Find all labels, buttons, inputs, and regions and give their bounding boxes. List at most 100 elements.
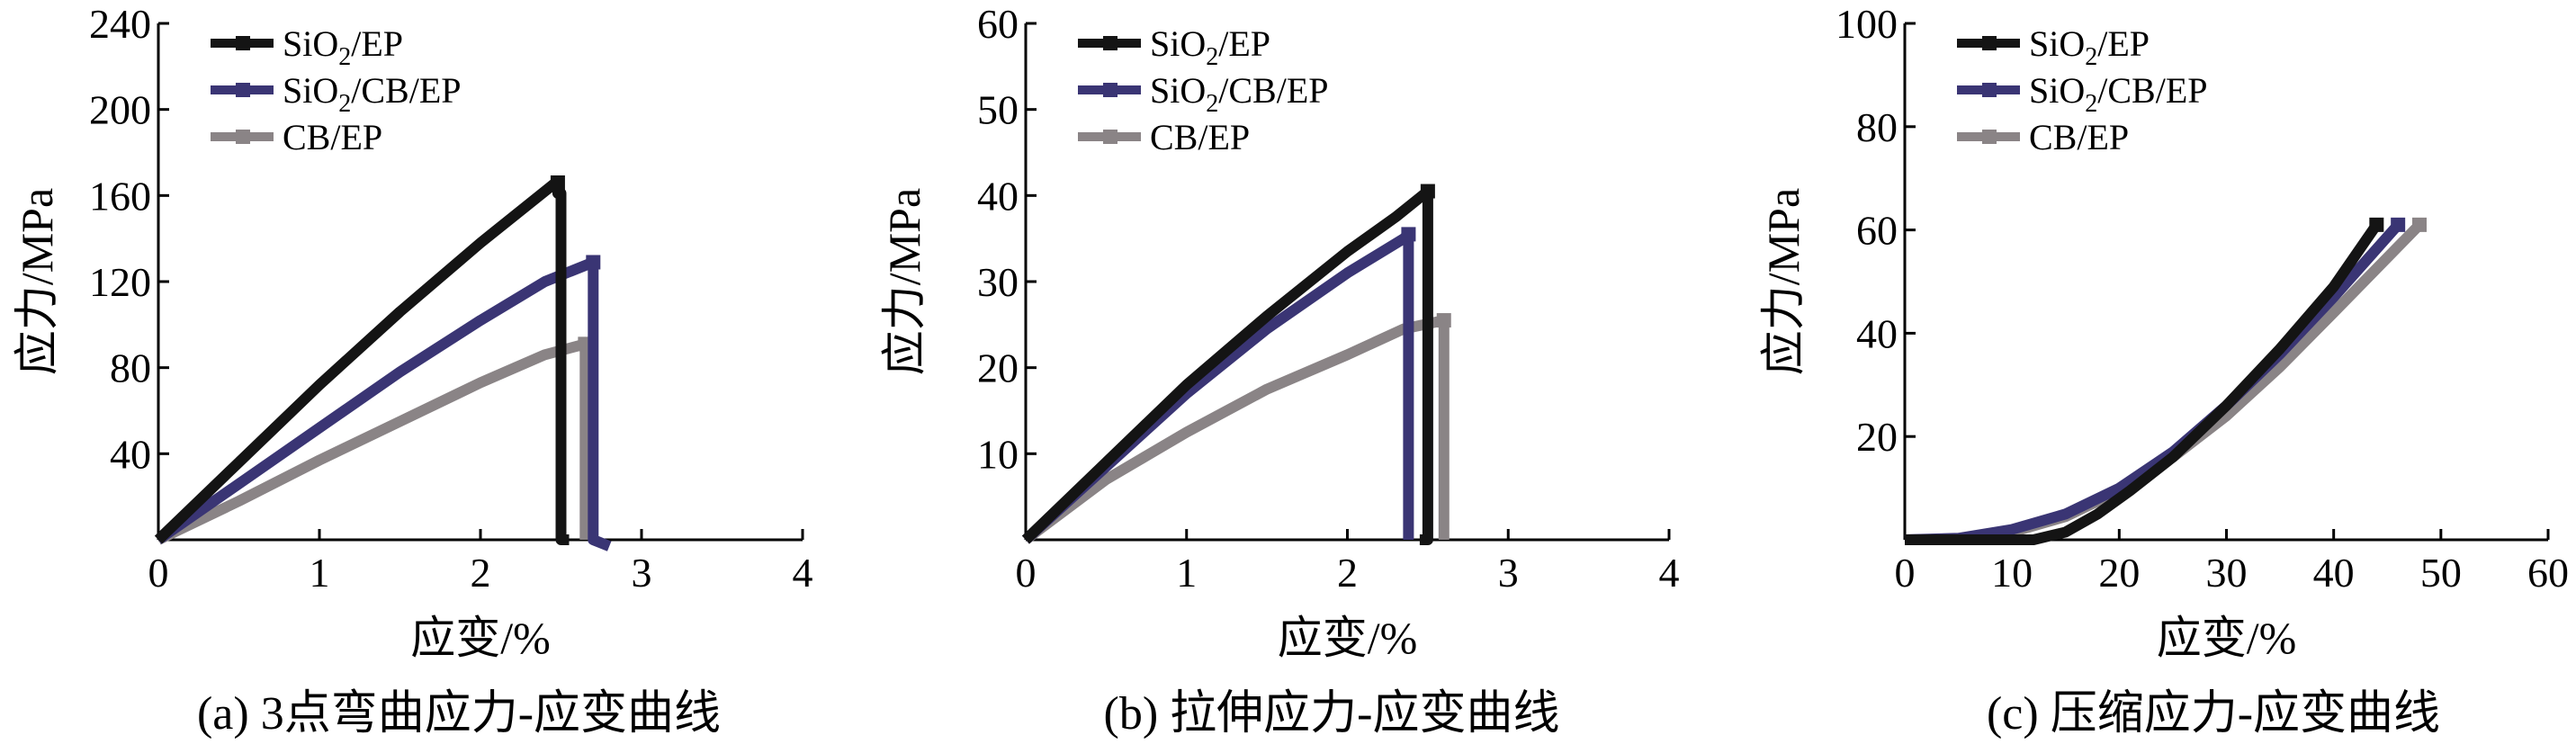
legend-entry: CB/EP — [2029, 117, 2129, 157]
legend-entry: SiO2/CB/EP — [2029, 70, 2208, 118]
series-line-sio2-ep — [1021, 185, 1433, 545]
chart-panel-3: 0 10 20 30 40 50 60 20 40 60 80 100 应变/% 应力/MPa SiO2/E… — [1758, 1, 2569, 740]
legend-text-rest: /CB/EP — [2097, 70, 2207, 111]
panel-caption: (b) 拉伸应力-应变曲线 — [1104, 688, 1560, 740]
y-tick-label: 10 — [977, 431, 1019, 477]
legend-marker — [236, 83, 250, 97]
x-tick-label: 1 — [310, 550, 330, 596]
y-tick-label: 120 — [89, 259, 151, 305]
x-axis-label: 应变/% — [1278, 613, 1418, 663]
series-end-marker — [586, 255, 601, 270]
legend-text-base: SiO — [2029, 70, 2085, 111]
y-tick-label: 80 — [110, 345, 151, 391]
legend-text-subscript: 2 — [1206, 90, 1218, 118]
legend-text-rest: /EP — [351, 23, 403, 64]
x-tick-label: 60 — [2527, 550, 2569, 596]
legend-marker — [1103, 130, 1117, 144]
legend-marker — [236, 130, 250, 144]
x-axis-label: 应变/% — [410, 613, 551, 663]
legend-marker — [1982, 130, 1997, 144]
legend-text-base: SiO — [1150, 70, 1206, 111]
series-line-sio2-cb-ep — [1904, 220, 2402, 545]
legend-entry: CB/EP — [1150, 117, 1250, 157]
legend-text-subscript: 2 — [1206, 43, 1218, 71]
legend-text-subscript: 2 — [338, 43, 351, 71]
series-end-marker — [2391, 217, 2406, 232]
legend-text-base: SiO — [2029, 23, 2085, 64]
series-end-marker — [550, 175, 565, 190]
y-axis-label: 应力/MPa — [12, 188, 62, 375]
x-tick-label: 4 — [1659, 550, 1680, 596]
legend-text-rest: /EP — [1218, 23, 1270, 64]
x-tick-label: 1 — [1176, 550, 1197, 596]
panel-caption: (a) 3点弯曲应力-应变曲线 — [197, 687, 721, 740]
y-axis-label: 应力/MPa — [879, 188, 929, 375]
legend-entry: SiO2/CB/EP — [283, 70, 462, 118]
y-tick-label: 30 — [977, 259, 1019, 305]
x-tick-label: 20 — [2098, 550, 2140, 596]
legend-text-base: CB/EP — [283, 117, 382, 157]
legend-entry: SiO2/EP — [1150, 23, 1270, 71]
y-tick-label: 60 — [1856, 208, 1898, 254]
x-tick-label: 2 — [1337, 550, 1358, 596]
series-end-marker — [1401, 227, 1416, 242]
y-tick-label: 60 — [977, 1, 1019, 47]
x-axis-label: 应变/% — [2157, 613, 2297, 663]
legend-text-rest: /CB/EP — [1218, 70, 1328, 111]
y-tick-label: 40 — [110, 431, 151, 477]
y-tick-label: 100 — [1836, 1, 1898, 47]
series-line-cb-ep — [156, 338, 591, 545]
legend-marker — [1982, 36, 1997, 50]
x-tick-label: 4 — [793, 550, 813, 596]
legend-entry: SiO2/EP — [283, 23, 403, 71]
x-tick-label: 3 — [632, 550, 652, 596]
series-end-marker — [1420, 184, 1435, 199]
legend-text-rest: /CB/EP — [351, 70, 461, 111]
legend-marker — [1103, 36, 1117, 50]
legend-text-subscript: 2 — [338, 90, 351, 118]
series-line-sio2-ep — [154, 177, 570, 545]
legend-entry: SiO2/EP — [2029, 23, 2150, 71]
x-tick-label: 0 — [1895, 550, 1916, 596]
legend-text-base: SiO — [283, 70, 338, 111]
chart-panel-2: 0 1 2 3 4102030405060应变/%应力/MPaSiO2/EPSiO2/C… — [879, 1, 1680, 740]
x-tick-label: 50 — [2420, 550, 2462, 596]
y-tick-label: 20 — [977, 345, 1019, 391]
legend-text-rest: /EP — [2097, 23, 2150, 64]
y-tick-label: 20 — [1856, 414, 1898, 460]
x-tick-label: 3 — [1498, 550, 1519, 596]
legend-entry: CB/EP — [283, 117, 382, 157]
legend-text-base: CB/EP — [1150, 117, 1250, 157]
legend-entry: SiO2/CB/EP — [1150, 70, 1329, 118]
y-tick-label: 240 — [89, 1, 151, 47]
y-tick-label: 40 — [1856, 310, 1898, 356]
legend-text-base: SiO — [283, 23, 338, 64]
series-end-marker — [2412, 217, 2427, 232]
legend-text-base: SiO — [1150, 23, 1206, 64]
series-line-sio2-cb-ep — [1021, 229, 1414, 544]
legend-text-base: CB/EP — [2029, 117, 2129, 157]
series-line-sio2-cb-ep — [155, 256, 612, 551]
x-tick-label: 10 — [1991, 550, 2033, 596]
legend-marker — [1982, 83, 1997, 97]
x-tick-label: 2 — [471, 550, 491, 596]
y-tick-label: 200 — [89, 87, 151, 133]
chart-panel-1: 0 1 2 3 44080120160200240应变/%应力/MPaSiO2/EPSi… — [12, 1, 813, 740]
x-tick-label: 0 — [148, 550, 169, 596]
legend-text-subscript: 2 — [2085, 90, 2097, 118]
legend-marker — [1103, 83, 1117, 97]
series-end-marker — [2369, 217, 2384, 232]
panel-caption: (c) 压缩应力-应变曲线 — [1987, 688, 2440, 740]
legend-marker — [236, 36, 250, 50]
y-tick-label: 80 — [1856, 104, 1898, 150]
x-tick-label: 30 — [2206, 550, 2248, 596]
x-tick-label: 0 — [1016, 550, 1037, 596]
y-tick-label: 40 — [977, 173, 1019, 219]
x-tick-label: 40 — [2313, 550, 2355, 596]
y-axis-label: 应力/MPa — [1758, 188, 1809, 375]
y-tick-label: 160 — [89, 173, 151, 219]
series-end-marker — [1436, 313, 1451, 328]
legend-text-subscript: 2 — [2085, 43, 2097, 71]
series-line-sio2-ep — [1905, 221, 2382, 545]
